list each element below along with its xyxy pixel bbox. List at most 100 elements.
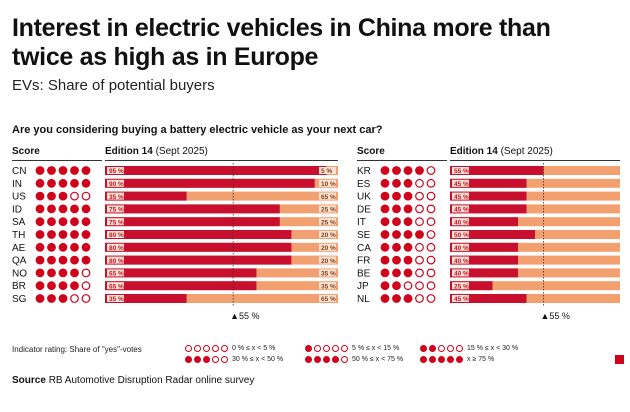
score-dot: [47, 217, 56, 227]
legend-item: 15 % ≤ x < 30 %: [420, 345, 518, 352]
legend-dot: [305, 345, 312, 352]
legend-item: 0 % ≤ x < 5 %: [185, 345, 275, 352]
label-box: [319, 167, 336, 174]
score-dot: [426, 230, 436, 239]
legend-dot: [185, 356, 192, 363]
score-dot: [47, 178, 56, 188]
label-box: [319, 218, 336, 226]
legend-dots: [420, 345, 463, 352]
legend-dot: [212, 356, 219, 363]
score-dot: [35, 230, 45, 239]
score-dot: [392, 268, 401, 278]
bar-segment-yes: [105, 268, 257, 278]
score-dot: [47, 230, 56, 239]
score-dot: [81, 166, 91, 175]
score-dot: [380, 191, 390, 201]
score-dot: [403, 294, 413, 303]
legend-dots: [185, 345, 228, 352]
country-label: SE: [357, 230, 371, 241]
yes-value-label: 55 %: [454, 168, 469, 175]
no-value-label: 5 %: [321, 168, 332, 175]
no-value-label: 65 %: [321, 194, 336, 201]
score-dot: [415, 178, 424, 188]
label-box: [452, 167, 469, 174]
survey-question: Are you considering buying a battery ele…: [12, 124, 383, 136]
score-dot: [47, 294, 56, 303]
score-dot: [47, 281, 56, 291]
score-dot: [47, 268, 56, 278]
score-dot: [426, 204, 436, 214]
score-dot: [81, 178, 91, 188]
score-dot: [415, 191, 424, 201]
legend-label: 0 % ≤ x < 5 %: [232, 345, 276, 352]
bar-segment-yes: [105, 204, 280, 214]
label-box: [452, 179, 469, 187]
yes-value-label: 40 %: [454, 258, 469, 265]
legend-dot: [447, 345, 454, 352]
score-dot: [35, 242, 45, 252]
yes-value-label: 40 %: [454, 245, 469, 252]
legend-dot: [332, 345, 339, 352]
country-label: FR: [357, 256, 370, 267]
score-dot: [415, 242, 424, 252]
label-box: [107, 218, 124, 226]
score-dot: [70, 230, 79, 239]
score-dot: [81, 255, 91, 265]
yes-value-label: 90 %: [109, 181, 124, 188]
bar-segment-yes: [450, 230, 535, 239]
score-dot: [403, 191, 413, 201]
score-dot: [403, 242, 413, 252]
legend-dot: [438, 345, 445, 352]
edition-header-left: Edition 14 (Sept 2025): [105, 146, 208, 157]
score-dot: [426, 191, 436, 201]
score-dot: [380, 255, 390, 265]
bar-segment-yes: [450, 178, 527, 188]
score-dot: [392, 294, 401, 303]
score-dot: [426, 217, 436, 227]
score-dot: [58, 191, 68, 201]
score-dot: [415, 294, 424, 303]
score-dot: [403, 217, 413, 227]
score-dot: [392, 255, 401, 265]
score-dot: [392, 281, 401, 291]
country-label: NL: [357, 294, 370, 305]
score-dot: [81, 268, 91, 278]
legend-dots: [305, 345, 348, 352]
score-dot: [81, 217, 91, 227]
label-box: [107, 179, 124, 187]
score-dot: [35, 217, 45, 227]
score-dot: [415, 230, 424, 239]
score-dot: [426, 166, 436, 175]
country-label: BR: [12, 281, 26, 292]
yes-value-label: 80 %: [109, 232, 124, 239]
score-dot: [81, 294, 91, 303]
score-dot: [380, 204, 390, 214]
header-rule: [12, 160, 102, 161]
score-dot: [426, 294, 436, 303]
legend-label: 30 % ≤ x < 50 %: [232, 356, 284, 363]
score-dot: [35, 255, 45, 265]
bar-segment-no: [450, 281, 620, 291]
bar-segment-yes: [105, 166, 327, 175]
bar-segment-no: [450, 191, 620, 201]
score-dot: [426, 268, 436, 278]
no-value-label: 20 %: [321, 232, 336, 239]
score-dot: [47, 166, 56, 175]
legend-dot: [420, 345, 427, 352]
label-box: [452, 295, 469, 302]
no-value-label: 65 %: [321, 296, 336, 303]
bar-segment-no: [450, 268, 620, 278]
score-dot: [35, 191, 45, 201]
legend-label: 15 % ≤ x < 30 %: [467, 345, 519, 352]
score-dot: [392, 242, 401, 252]
country-label: SA: [12, 217, 26, 228]
bar-segment-no: [105, 294, 338, 303]
score-dot: [35, 204, 45, 214]
legend-label: 50 % ≤ x < 75 %: [352, 356, 404, 363]
no-value-label: 35 %: [321, 271, 336, 278]
legend-dot: [221, 356, 228, 363]
bar-segment-no: [450, 204, 620, 214]
score-dot: [392, 166, 401, 175]
score-dot: [380, 281, 390, 291]
